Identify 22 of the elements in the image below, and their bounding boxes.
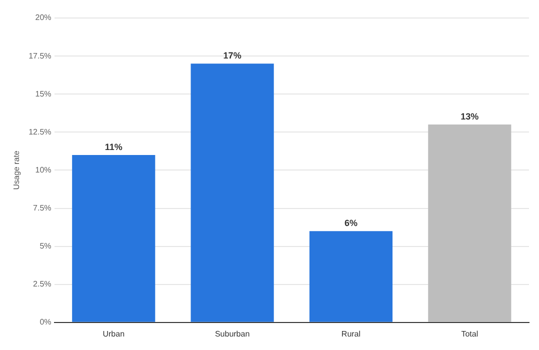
y-tick-label: 7.5%: [33, 203, 52, 212]
x-tick-label: Suburban: [214, 329, 250, 338]
y-tick-label: 12.5%: [28, 127, 52, 136]
bar: [309, 231, 393, 322]
y-tick-label: 10%: [35, 165, 52, 174]
bar: [428, 124, 512, 322]
y-tick-label: 2.5%: [33, 280, 52, 289]
x-tick-label: Rural: [341, 329, 361, 338]
y-tick-label: 20%: [35, 13, 52, 22]
x-tick-label: Total: [461, 329, 478, 338]
y-tick-label: 17.5%: [28, 51, 52, 60]
data-label: 17%: [223, 50, 242, 61]
data-label: 11%: [104, 142, 122, 152]
data-label: 6%: [344, 218, 358, 228]
y-tick-label: 0%: [40, 318, 52, 327]
y-axis-title: Usage rate: [12, 150, 22, 190]
x-tick-label: Urban: [102, 329, 125, 338]
bar: [190, 64, 274, 322]
y-tick-label: 15%: [35, 89, 52, 98]
y-tick-label: 5%: [40, 242, 52, 251]
data-label: 13%: [460, 112, 479, 122]
bar: [72, 154, 156, 322]
